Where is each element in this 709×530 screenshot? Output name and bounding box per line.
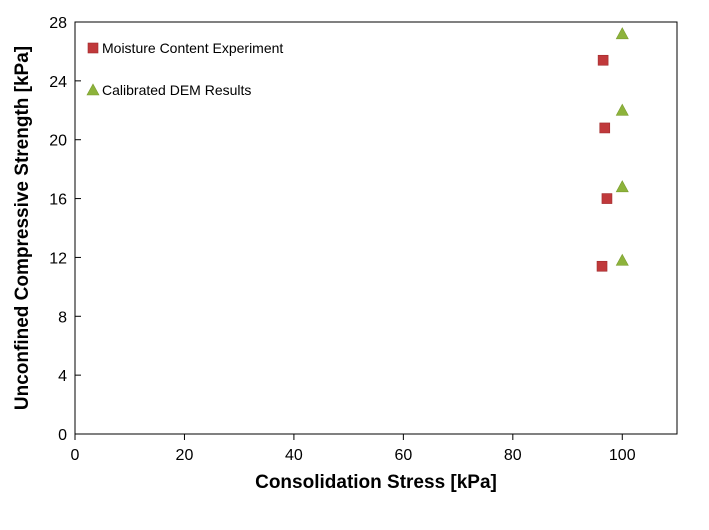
y-axis-title: Unconfined Compressive Strength [kPa] — [12, 46, 33, 410]
legend-label: Moisture Content Experiment — [102, 40, 283, 56]
y-tick-label: 4 — [58, 368, 67, 385]
y-tick-label: 20 — [49, 133, 67, 150]
y-tick-label: 16 — [49, 192, 67, 209]
y-tick-label: 28 — [49, 15, 67, 32]
x-tick-label: 80 — [504, 447, 522, 464]
data-point-triangle — [615, 27, 629, 40]
data-point-square — [597, 54, 609, 66]
x-tick-label: 40 — [285, 447, 303, 464]
y-tick-label: 12 — [49, 250, 67, 267]
data-point-square — [601, 193, 613, 204]
x-axis-ticks: 0 20 40 60 80 100 — [71, 434, 636, 464]
data-point-square — [599, 122, 611, 134]
y-tick-label: 0 — [58, 427, 67, 444]
y-tick-label: 8 — [58, 309, 67, 326]
plot-area — [74, 21, 678, 435]
legend-label: Calibrated DEM Results — [102, 82, 251, 98]
y-tick-label: 24 — [49, 74, 67, 91]
x-tick-label: 100 — [609, 447, 636, 464]
x-tick-label: 60 — [394, 447, 412, 464]
x-tick-label: 20 — [176, 447, 194, 464]
data-point-triangle — [615, 180, 629, 193]
data-point-square — [596, 260, 608, 272]
legend-square-marker — [87, 42, 99, 54]
legend: Moisture Content Experiment Calibrated DE… — [86, 40, 283, 98]
legend-triangle-marker — [86, 83, 100, 96]
x-tick-label: 0 — [71, 447, 80, 464]
y-axis-ticks: 0 4 8 12 16 20 24 28 — [49, 15, 81, 444]
data-point-triangle — [615, 253, 629, 266]
data-point-triangle — [615, 103, 629, 116]
x-axis-title: Consolidation Stress [kPa] — [255, 472, 497, 493]
data-points — [596, 27, 629, 272]
